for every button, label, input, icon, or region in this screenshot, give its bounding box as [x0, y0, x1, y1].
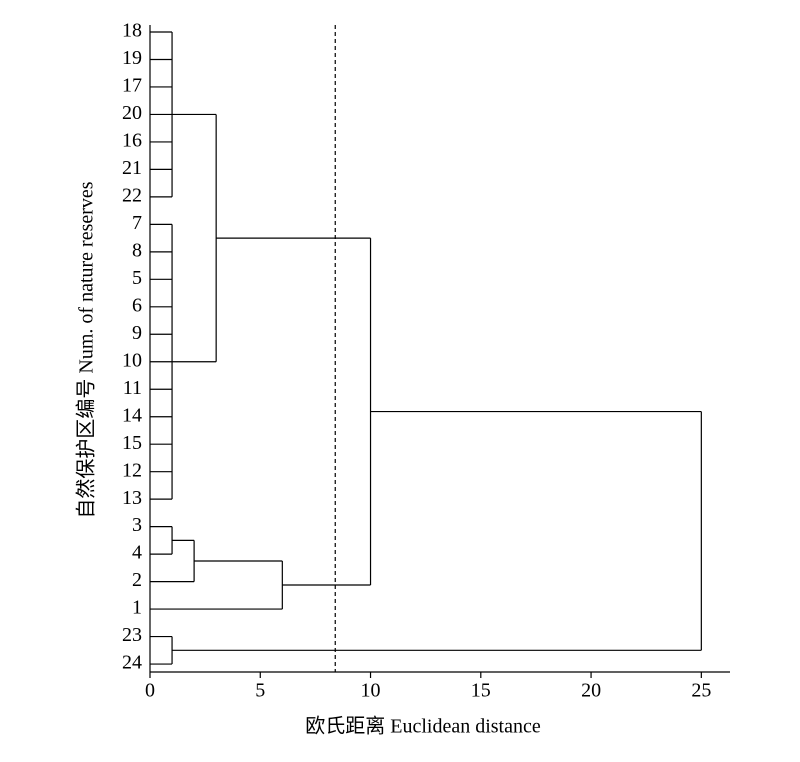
- x-tick-label: 10: [361, 680, 381, 702]
- leaf-label: 6: [132, 294, 142, 316]
- leaf-label: 1: [132, 597, 142, 619]
- leaf-label: 2: [132, 569, 142, 591]
- leaf-label: 22: [122, 184, 142, 206]
- leaf-label: 19: [122, 47, 142, 69]
- leaf-label: 12: [122, 459, 142, 481]
- leaf-label: 13: [122, 487, 142, 509]
- leaf-label: 7: [132, 212, 142, 234]
- x-tick-label: 25: [691, 680, 711, 702]
- x-axis-title: 欧氏距离 Euclidean distance: [305, 715, 541, 738]
- leaf-label: 10: [122, 349, 142, 371]
- leaf-label: 9: [132, 322, 142, 344]
- leaf-label: 3: [132, 514, 142, 536]
- x-tick-label: 15: [471, 680, 491, 702]
- leaf-label: 11: [123, 377, 142, 399]
- leaf-label: 21: [122, 157, 142, 179]
- y-axis-title: 自然保护区编号 Num. of nature reserves: [75, 181, 98, 518]
- leaf-label: 4: [132, 542, 142, 564]
- leaf-label: 15: [122, 432, 142, 454]
- leaf-label: 5: [132, 267, 142, 289]
- leaf-label: 20: [122, 102, 142, 124]
- leaf-label: 23: [122, 624, 142, 646]
- leaf-label: 8: [132, 239, 142, 261]
- x-tick-label: 5: [255, 680, 265, 702]
- leaf-label: 18: [122, 20, 142, 42]
- x-tick-label: 20: [581, 680, 601, 702]
- leaf-label: 14: [122, 404, 142, 426]
- x-tick-label: 0: [145, 680, 155, 702]
- leaf-label: 16: [122, 130, 142, 152]
- leaf-label: 17: [122, 75, 142, 97]
- leaf-label: 24: [122, 652, 142, 674]
